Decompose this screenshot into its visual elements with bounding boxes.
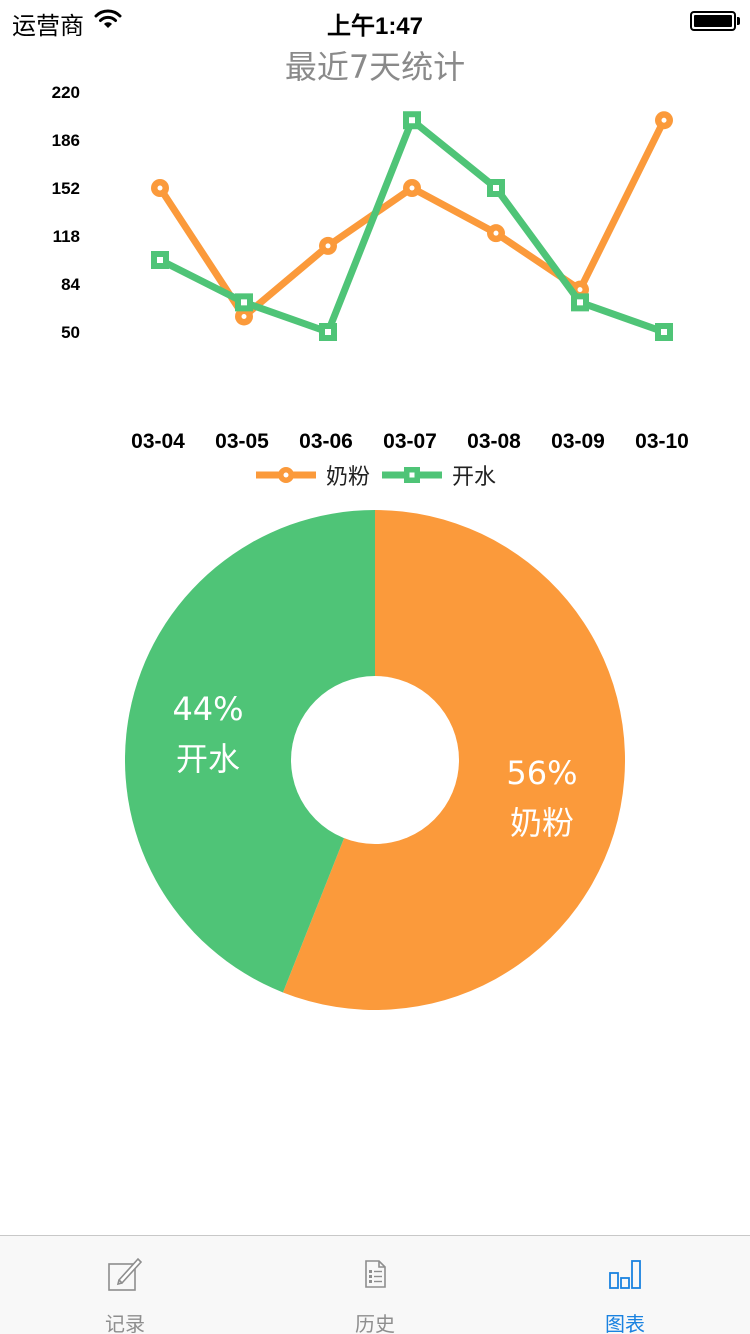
legend-item-water: 开水 <box>380 459 496 491</box>
donut-hole <box>291 676 459 844</box>
y-tick-label: 152 <box>52 179 80 198</box>
data-point-center <box>661 329 667 335</box>
data-point-center <box>409 185 415 191</box>
tab-chart[interactable]: 图表 <box>500 1236 750 1334</box>
status-time: 上午1:47 <box>326 13 424 40</box>
battery-icon <box>690 11 736 31</box>
data-point-center <box>493 185 499 191</box>
pie-chart: 56% 奶粉 44% 开水 <box>125 510 625 1011</box>
tab-bar: 记录 历史 图表 <box>0 1235 750 1334</box>
y-tick-label: 118 <box>53 227 80 246</box>
battery-tip <box>737 17 740 25</box>
bar-chart-icon <box>609 1260 641 1289</box>
pie-percent-label: 44% <box>172 690 243 728</box>
tab-label-chart: 图表 <box>605 1312 645 1334</box>
x-tick-label: 03-05 <box>215 430 269 453</box>
wifi-icon <box>94 9 122 28</box>
data-point-center <box>241 299 247 306</box>
legend-label-milk: 奶粉 <box>325 465 370 490</box>
data-point-center <box>661 117 667 123</box>
circle-marker-icon <box>255 467 316 483</box>
square-marker-icon <box>382 467 442 483</box>
data-point-center <box>409 117 415 124</box>
x-tick-label: 03-04 <box>131 430 185 453</box>
pie-name-label: 开水 <box>176 740 240 778</box>
status-bar: 运营商 上午1:47 <box>0 0 750 40</box>
y-tick-label: 220 <box>52 83 80 102</box>
document-icon <box>365 1260 386 1288</box>
line-chart: 220 186 152 118 84 50 03-04 03-05 03-06 03-07 03-0… <box>52 83 689 453</box>
tab-label-record: 记录 <box>105 1312 145 1334</box>
x-tick-label: 03-07 <box>383 430 437 453</box>
line-chart-legend: 奶粉 开水 <box>0 458 750 492</box>
tab-history[interactable]: 历史 <box>250 1236 500 1334</box>
tab-label-history: 历史 <box>355 1312 395 1334</box>
x-tick-label: 03-06 <box>299 430 353 453</box>
data-point-center <box>325 329 331 335</box>
pie-name-label: 奶粉 <box>510 804 574 842</box>
carrier-name: 运营商 <box>12 12 84 40</box>
y-tick-label: 186 <box>52 131 80 150</box>
pie-percent-label: 56% <box>506 754 577 792</box>
compose-icon <box>108 1257 143 1291</box>
y-tick-label: 50 <box>61 323 80 342</box>
data-point-center <box>577 299 583 306</box>
tab-record[interactable]: 记录 <box>0 1236 250 1334</box>
pie-slice-1 <box>125 510 376 993</box>
legend-label-water: 开水 <box>452 465 497 490</box>
y-tick-label: 84 <box>61 275 80 294</box>
data-point-center <box>577 287 583 293</box>
data-point-center <box>325 243 331 249</box>
data-point-center <box>241 313 247 319</box>
data-point-center <box>157 257 163 263</box>
data-point-center <box>493 230 499 236</box>
x-tick-label: 03-08 <box>467 430 521 453</box>
x-tick-label: 03-10 <box>635 430 689 453</box>
chart-title: 最近7天统计 <box>284 48 466 86</box>
data-point-center <box>157 185 163 191</box>
x-tick-label: 03-09 <box>551 430 605 453</box>
legend-item-milk: 奶粉 <box>254 459 370 491</box>
